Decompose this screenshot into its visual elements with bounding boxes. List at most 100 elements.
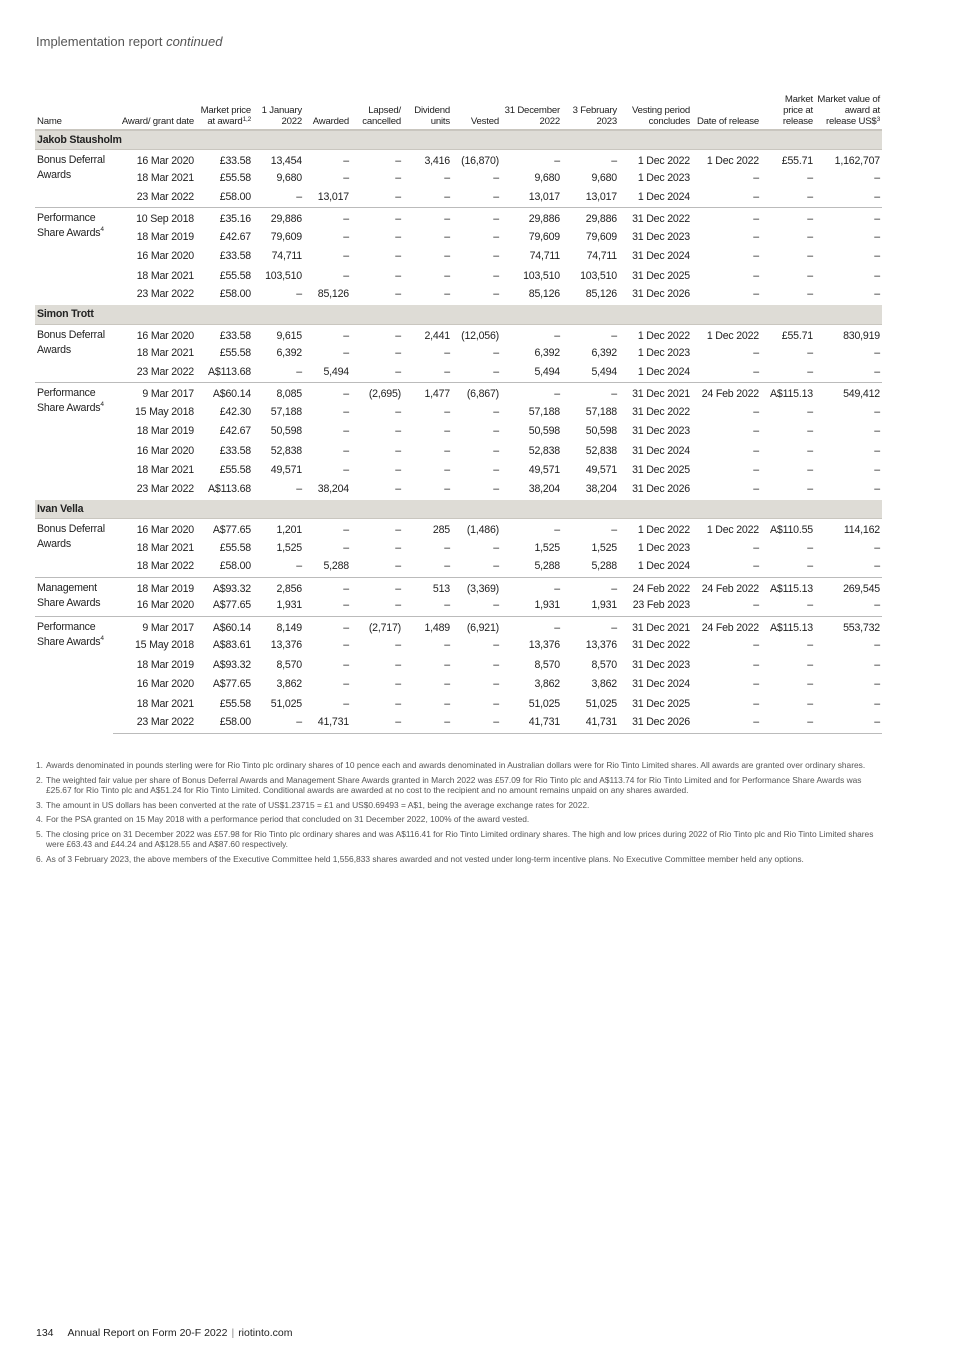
table-cell: (2,717) [351,615,403,636]
table-cell: 18 Mar 2021 [136,269,194,282]
table-row: Performance Share Awards4 10 Sep 2018 £35.… [35,207,882,305]
table-cell: 49,571 [270,464,302,477]
table-row: 18 Mar 2019 £42.67 79,609 – – – – 79,609 79,609 3… [35,227,882,247]
header-suffix: continued [166,34,223,49]
footnotes: 1. Awards denominated in pounds sterling … [36,760,882,868]
table-cell: 269,545 [815,576,882,597]
table-row: 18 Mar 2021 £55.58 51,025 – – – – 51,025 51,025 3… [35,694,882,714]
table-cell: – [296,190,302,203]
table-cell: – [395,250,401,263]
table-cell: – [874,639,880,652]
table-cell: 18 Mar 2019 [136,658,194,671]
table-cell: A$77.65 [212,524,251,536]
divider: | [231,1327,235,1339]
table-cell: – [395,365,401,378]
table-cell: £55.58 [219,269,251,282]
table-cell: 8,570 [276,658,302,671]
table-cell: 13,454 [270,154,302,167]
table-cell: 1,201 [276,524,302,536]
table-row: 18 Mar 2019 A$93.32 8,570 – – – – 8,570 8,570 31 … [35,655,882,675]
page-footer: 134 Annual Report on Form 20-F 2022 | rioti… [36,1327,292,1339]
table-cell: 1,525 [534,541,560,554]
footnote-number: 5. [36,828,43,839]
table-cell: 38,204 [585,482,617,495]
table-cell: – [343,405,349,418]
table-cell: 31 Dec 2024 [632,678,690,691]
column-header: Market value of award at release US$3 [815,94,882,131]
column-header: 31 December 2022 [501,94,562,131]
award-type: Performance Share Awards4 [35,382,113,500]
table-cell: 1 Dec 2022 [637,524,690,536]
column-label: Vested [470,116,499,127]
table-cell: 41,731 [562,713,619,734]
table-cell: 103,510 [523,269,560,282]
table-cell: £58.00 [196,713,253,734]
table-cell: – [501,615,562,636]
table-cell: 23 Mar 2022 [136,365,194,378]
table-cell: – [753,230,759,243]
table-cell: 1,931 [534,599,560,611]
table-cell: – [753,288,759,301]
column-label: Vesting period concludes [631,105,690,127]
table-cell: – [807,697,813,710]
table-cell: – [304,576,351,597]
table-cell: £33.58 [219,250,251,263]
footnote-number: 1. [36,760,43,770]
column-header: Market price at award1,2 [196,94,253,131]
table-cell: – [753,639,759,652]
table-cell: – [343,658,349,671]
table-cell: – [501,382,562,402]
site-link[interactable]: riotinto.com [238,1327,293,1339]
table-cell: 79,609 [270,230,302,243]
table-cell: A$113.68 [208,482,251,495]
table-cell: A$110.55 [770,524,813,536]
table-cell: – [452,207,501,227]
table-cell: 8,085 [253,382,304,402]
column-header: 3 February 2023 [562,94,619,131]
table-cell: 57,188 [528,405,560,418]
table-header-row: Name Award/ grant date Market price at awa… [35,94,882,131]
table-cell: – [304,382,351,402]
table-cell: 31 Dec 2023 [632,425,690,438]
table-cell: £55.58 [219,172,251,185]
table-cell: – [753,658,759,671]
table-cell: 18 Mar 2022 [136,560,194,572]
table-cell: £42.67 [219,230,251,243]
table-cell: – [753,172,759,185]
table-cell: – [807,639,813,652]
table-cell: 49,571 [528,464,560,477]
table-cell: – [296,365,302,378]
table-cell: 18 Mar 2019 [136,230,194,243]
table-cell: 9,680 [591,172,617,185]
table-cell: – [395,697,401,710]
table-cell: £58.00 [219,190,251,203]
table-row: Performance Share Awards4 9 Mar 2017 A$60.… [35,382,882,500]
table-cell: – [444,172,450,185]
table-cell: – [444,230,450,243]
table-cell: – [874,560,880,572]
footnote-ref: 4 [100,226,104,233]
table-row: 15 May 2018 £42.30 57,188 – – – – 57,188 57,188 3… [35,402,882,422]
table-cell: 31 Dec 2023 [632,230,690,243]
table-cell: – [807,405,813,418]
table-cell: (6,921) [452,615,501,636]
table-cell: 49,571 [585,464,617,477]
table-cell: £42.67 [219,425,251,438]
table-cell: – [753,347,759,360]
table-cell: 51,025 [270,697,302,710]
table-row: Management Share Awards 18 Mar 2019 A$93.3… [35,576,882,616]
table-cell: – [807,599,813,611]
table-cell: (12,056) [461,329,499,342]
table-row: Performance Share Awards4 9 Mar 2017 A$60.… [35,615,882,733]
table-cell: – [304,207,351,227]
table-cell: – [753,269,759,282]
footnote-text: For the PSA granted on 15 May 2018 with … [46,814,530,824]
award-type: Bonus Deferral Awards [35,324,113,383]
table-cell: – [343,464,349,477]
table-cell: – [444,560,450,572]
table-cell: – [343,347,349,360]
person-row: Ivan Vella [35,499,882,519]
table-cell: 74,711 [271,250,303,263]
table-cell: 16 Mar 2020 [136,678,194,691]
table-cell: – [874,482,880,495]
